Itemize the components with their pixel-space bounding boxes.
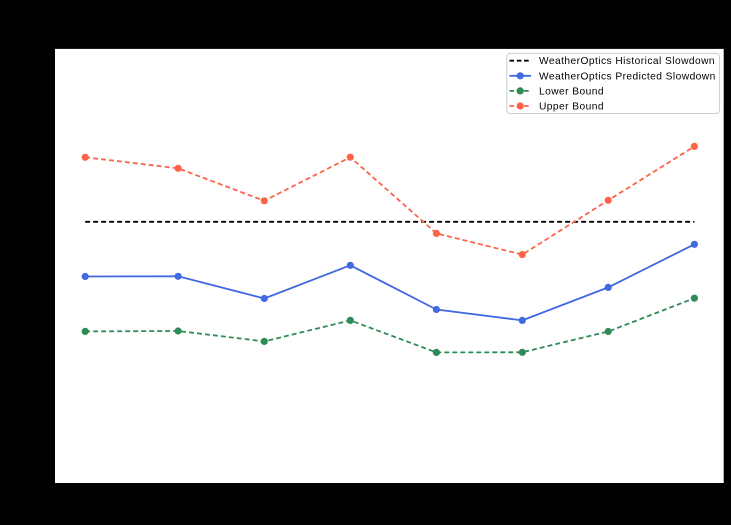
svg-text:WeatherOptics Predicted Slowdo: WeatherOptics Predicted Slowdown xyxy=(539,71,716,82)
svg-text:Upper Bound: Upper Bound xyxy=(539,102,604,113)
svg-text:WeatherOptics Historical Slowd: WeatherOptics Historical Slowdown xyxy=(539,56,715,67)
svg-text:Lower Bound: Lower Bound xyxy=(539,86,604,97)
